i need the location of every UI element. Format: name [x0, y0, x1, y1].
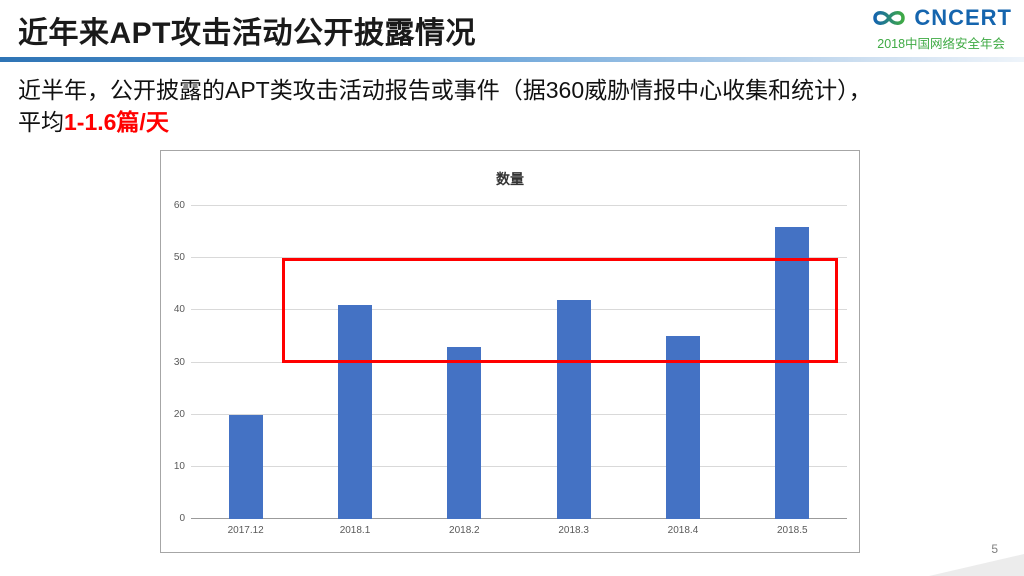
cncert-logo: CNCERT 2018中国网络安全年会 [870, 4, 1012, 52]
y-axis-label: 10 [173, 460, 185, 472]
x-axis-label: 2018.3 [558, 525, 589, 536]
page-title: 近年来APT攻击活动公开披露情况 [18, 17, 476, 50]
highlight-box [281, 258, 838, 363]
cncert-logo-row: CNCERT [870, 4, 1012, 32]
bar-slot: 2017.12 [191, 206, 300, 536]
bar-2018.5 [775, 226, 810, 519]
gridline [191, 413, 847, 415]
y-axis-label: 40 [173, 304, 185, 316]
bar-slot: 2018.3 [519, 206, 628, 536]
y-axis-label: 50 [173, 252, 185, 264]
bar-slot: 2018.4 [628, 206, 737, 536]
gridline [191, 518, 847, 519]
y-axis-label: 20 [173, 408, 185, 420]
bar-slot: 2018.5 [738, 206, 847, 536]
bar-2018.1 [337, 305, 372, 519]
corner-decoration [929, 554, 1024, 576]
bar-slot: 2018.1 [300, 206, 409, 536]
gridline [191, 205, 847, 206]
logo-subtitle: 2018中国网络安全年会 [877, 37, 1006, 51]
body-line2-prefix: 平均 [18, 109, 64, 135]
y-axis-label: 0 [179, 513, 185, 524]
header-divider [0, 57, 1024, 62]
body-line1: 近半年，公开披露的APT类攻击活动报告或事件（据360威胁情报中心收集和统计）， [18, 77, 872, 103]
body-text: 近半年，公开披露的APT类攻击活动报告或事件（据360威胁情报中心收集和统计），… [18, 74, 1008, 138]
logo-wordmark: CNCERT [914, 5, 1012, 30]
bar-2018.4 [665, 336, 700, 519]
gridline [191, 465, 847, 467]
x-axis-label: 2017.12 [227, 525, 264, 536]
cncert-swirl-icon [873, 11, 906, 25]
gridline [191, 309, 847, 311]
bar-2017.12 [228, 414, 263, 519]
x-axis-label: 2018.2 [449, 525, 480, 536]
page-number: 5 [991, 542, 998, 556]
x-axis-label: 2018.1 [339, 525, 371, 536]
bars: 2017.12 2018.1 2018.2 2018.3 2018.4 2018.5 [191, 206, 847, 536]
bar-2018.2 [447, 346, 482, 519]
bar-slot: 2018.2 [410, 206, 519, 536]
y-axis-label: 60 [173, 200, 185, 211]
gridline [191, 257, 847, 259]
chart-plot: 0 10 20 30 40 50 60 2017.12 2018.1 2018.2 2018.3 20… [174, 201, 847, 536]
bar-2018.3 [556, 299, 591, 519]
chart: 数量 0 10 20 30 40 50 60 2017.12 2018.1 2018.2 2018.… [160, 150, 860, 553]
y-axis-label: 30 [173, 356, 185, 368]
x-axis-label: 2018.4 [667, 525, 699, 536]
x-axis-label: 2018.5 [777, 525, 808, 536]
body-highlight: 1-1.6篇/天 [64, 109, 169, 135]
chart-title: 数量 [496, 171, 524, 187]
